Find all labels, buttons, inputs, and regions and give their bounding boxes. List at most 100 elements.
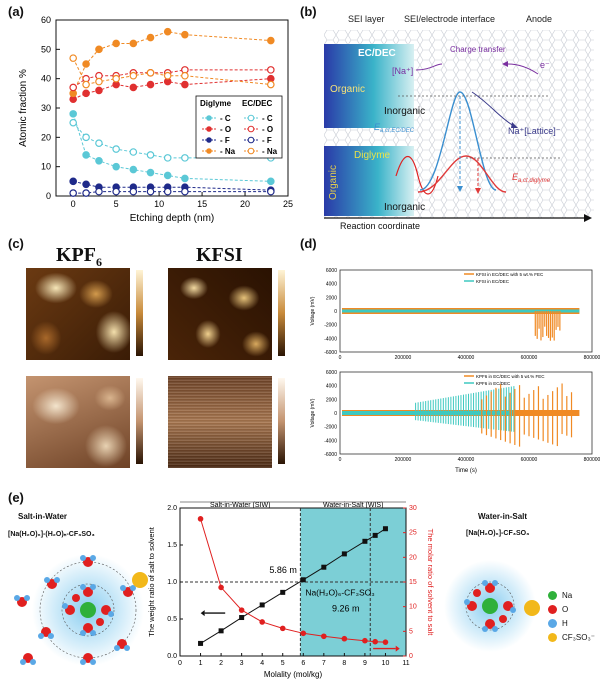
legend-marker [206,137,212,143]
e-right-title: Water-in-Salt [478,512,527,521]
b-inorganic-top: Inorganic [384,106,425,117]
weight-point [260,602,265,607]
afm-colorbar-1 [136,270,143,356]
y-tick-label-right: 20 [409,554,417,561]
legend-title-diglyme: Diglyme [200,99,232,108]
b-header-interface: SEI/electrode interface [404,14,495,24]
chart-a: 0 10 20 30 40 50 60 0 5 10 15 20 25 Etching depth (nm… [0,0,300,232]
legend-marker [206,148,212,154]
data-point [96,158,102,164]
y-tick-label: -4000 [324,336,337,342]
legend-label: - Na [220,147,236,156]
data-point [165,29,171,35]
weight-point [342,551,347,556]
data-point [147,70,153,76]
weight-point [301,577,306,582]
e-right-formula: [Na(H₂O)₆]-CF₃SO₃ [466,530,529,537]
x-tick-label: 4 [260,660,264,667]
y-tick-label: 4000 [326,384,337,390]
series-line [73,181,271,190]
data-point [147,152,153,158]
afm-colorbar-4 [278,378,285,464]
diagram-b: SEI layer SEI/electrode interface Anode … [300,0,600,232]
x-tick-label: 0 [71,199,76,209]
data-point [182,175,188,181]
data-point [96,87,102,93]
arrowhead-left [201,610,205,616]
sodium-ion [80,602,96,618]
x-tick-label: 10 [382,660,390,667]
weight-point [239,615,244,620]
y-tick-label: 4000 [326,282,337,288]
data-point [113,163,119,169]
legend-label: - C [220,114,231,123]
y-tick-label-left: 1.0 [167,579,177,586]
data-point [96,140,102,146]
b-organic-top: Organic [330,84,365,95]
legend-h: H [548,616,595,630]
data-point [147,81,153,87]
chart-d: 6000400020000-2000-4000-60000 200000 40000… [300,232,600,488]
x-tick-label: 200000 [395,355,412,361]
x-tick-label: 6 [301,660,305,667]
y-axis-label-left: The weight ratio of salt to solvent [147,526,156,637]
y-tick-label-left: 2.0 [167,505,177,512]
b-ec-dec-label: EC/DEC [358,48,396,59]
region-wis: Water-in-Salt (WIS) [323,502,383,509]
y-tick-label: 6000 [326,268,337,274]
y-tick-label-right: 10 [409,604,417,611]
x-tick-label: 400000 [458,457,475,463]
data-point [165,172,171,178]
legend-label: KFSI in EC/DEC with 5 wt.% FEC [476,272,544,277]
data-point [130,188,136,194]
panel-label-c: (c) [8,236,24,251]
data-point [182,31,188,37]
series-line [73,70,271,88]
b-na-ion: [Na⁺] [392,66,413,76]
data-point [96,188,102,194]
data-point [83,90,89,96]
b-header-sei: SEI layer [348,14,385,24]
data-point [130,149,136,155]
data-point [113,188,119,194]
afm-colorbar-3 [136,378,143,464]
data-point [130,84,136,90]
e-legend: Na O H CF₃SO₃⁻ [548,588,595,644]
legend-label: - C [262,114,273,123]
data-point [96,78,102,84]
molar-point [372,639,378,645]
x-tick-label: 200000 [395,457,412,463]
x-tick-label: 9 [363,660,367,667]
data-point [130,40,136,46]
y-tick-label: -4000 [324,438,337,444]
legend-label: - O [262,125,273,134]
legend-marker [206,126,212,132]
x-tick-label: 5 [114,199,119,209]
data-point [268,37,274,43]
data-point [70,119,76,125]
legend-cf3so3: CF₃SO₃⁻ [548,630,595,644]
b-electron: e⁻ [540,60,550,70]
weight-point [362,539,367,544]
x-axis-label: Molality (mol/kg) [264,670,323,679]
x-tick-label: 600000 [521,457,538,463]
x-tick-label: 400000 [458,355,475,361]
x-axis-label: Etching depth (nm) [130,213,215,224]
data-point [268,81,274,87]
legend-label: KPF6 in EC/DEC [476,381,511,386]
y-tick-label: 20 [41,132,51,142]
weight-point [321,565,326,570]
data-point [165,73,171,79]
x-tick-label: 800000 [584,355,600,361]
b-reaction-coordinate: Reaction coordinate [340,221,420,231]
x-tick-label: 1 [199,660,203,667]
data-point [70,84,76,90]
legend-marker [248,115,254,121]
e-left-formula: [Na(H₂O)₆]-(H₂O)ₙ-CF₃SO₃ [8,530,95,538]
c-title-kpf6: KPF6 [56,244,102,270]
data-point [70,190,76,196]
afm-kfsi-bottom [168,376,272,468]
x-tick-label: 10 [154,199,164,209]
x-tick-label: 0 [178,660,182,667]
data-point [130,73,136,79]
